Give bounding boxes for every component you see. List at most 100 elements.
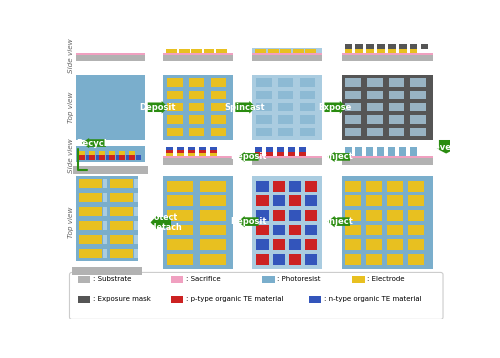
Text: : n-type organic TE material: : n-type organic TE material [324,296,422,303]
Bar [167,181,194,192]
Bar [289,195,301,206]
Bar [79,235,102,244]
Bar [256,181,268,192]
Bar [103,193,108,202]
Bar [272,225,285,236]
Bar [109,151,115,155]
Bar [167,78,182,87]
Bar [210,115,226,124]
Bar [166,49,177,53]
Bar [289,181,301,192]
Bar [210,128,226,136]
Bar [72,267,142,275]
Bar [76,55,146,62]
Bar [277,151,284,156]
Bar [377,44,385,49]
Bar [389,115,404,124]
Bar [79,207,102,216]
Bar [191,49,202,53]
Bar [408,210,424,221]
Bar [408,195,424,206]
Bar [356,44,363,49]
Bar [266,147,274,151]
Bar [289,239,301,250]
Bar [356,49,363,53]
Bar [268,49,278,53]
FancyArrow shape [436,140,456,154]
Bar [103,248,108,258]
Bar [252,53,322,55]
Bar [163,156,233,159]
Bar [76,74,146,140]
Bar [199,150,206,153]
Text: Deposit: Deposit [230,217,267,226]
Bar [103,207,108,216]
Bar [408,239,424,250]
Bar [410,128,426,136]
Bar [134,248,138,258]
Bar [256,225,268,236]
Bar [189,91,204,99]
Bar [89,155,95,160]
Bar [305,195,318,206]
Text: : Substrate: : Substrate [92,276,131,282]
Bar [200,181,226,192]
Bar [410,49,418,53]
Bar [163,74,233,140]
Bar [289,225,301,236]
Bar [299,147,306,151]
Bar [367,115,382,124]
Bar [262,276,275,283]
Bar [79,221,102,230]
Bar [189,78,204,87]
Text: Recycle: Recycle [76,139,112,147]
Bar [278,115,293,124]
Bar [200,195,226,206]
Text: Deposit: Deposit [140,103,176,112]
Bar [289,254,301,265]
Bar [136,155,141,160]
Bar [79,179,102,189]
Bar [166,153,173,156]
Bar [399,49,406,53]
Bar [346,115,361,124]
Bar [346,195,361,206]
Bar [305,254,318,265]
Bar [163,176,233,268]
Bar [420,44,428,49]
Bar [119,155,126,160]
Bar [272,239,285,250]
Bar [367,78,382,87]
Bar [252,48,322,53]
Bar [256,195,268,206]
Bar [167,91,182,99]
Bar [300,128,315,136]
Bar [210,91,226,99]
Bar [200,254,226,265]
Bar [305,210,318,221]
Bar [389,128,404,136]
Text: : Electrode: : Electrode [367,276,405,282]
Bar [272,210,285,221]
Bar [342,74,433,140]
Bar [129,155,136,160]
Bar [387,254,402,265]
Bar [277,147,284,151]
Bar [167,103,182,111]
Bar [189,115,204,124]
Bar [300,103,315,111]
Bar [278,103,293,111]
Bar [252,176,322,268]
Text: Inject: Inject [326,153,352,161]
Bar [278,91,293,99]
Bar [210,150,216,153]
Bar [305,239,318,250]
Bar [89,151,95,155]
FancyArrow shape [328,152,350,162]
Bar [366,49,374,53]
Bar [366,210,382,221]
Bar [256,239,268,250]
Bar [256,151,262,156]
Bar [346,239,361,250]
Bar [410,115,426,124]
